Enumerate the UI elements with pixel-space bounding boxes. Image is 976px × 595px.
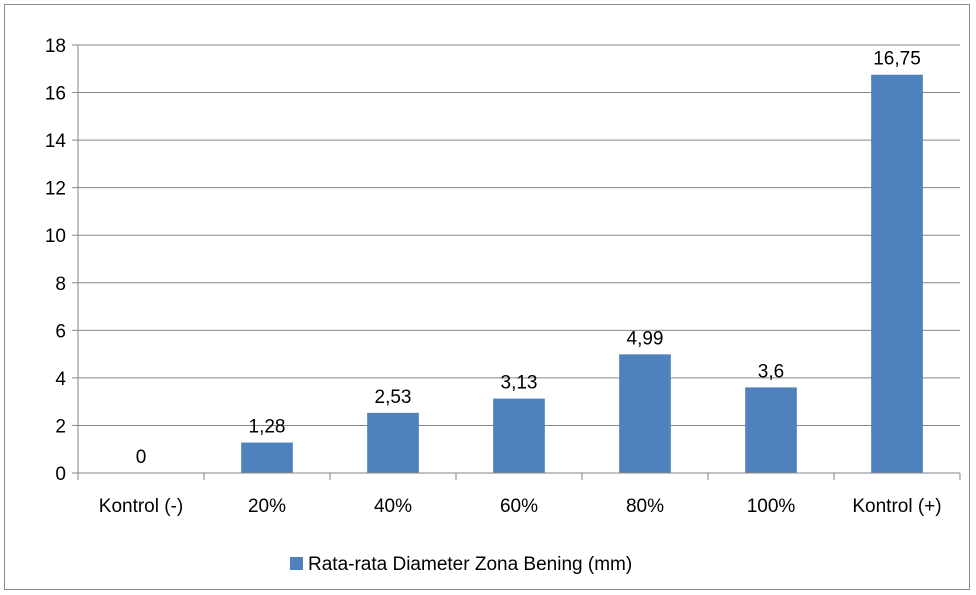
data-label: 3,13 xyxy=(501,373,538,394)
axes xyxy=(77,45,961,480)
data-label: 16,75 xyxy=(873,49,921,70)
bar xyxy=(367,412,419,473)
x-tick-label: 20% xyxy=(248,496,286,517)
chart-frame xyxy=(4,4,970,590)
y-tick-label: 12 xyxy=(45,179,66,200)
y-tick-labels: 0 2 4 6 8 10 12 14 16 18 xyxy=(45,36,67,485)
data-label: 4,99 xyxy=(627,328,664,349)
x-tick-label: 40% xyxy=(374,496,412,517)
bars xyxy=(241,74,923,473)
y-tick-label: 8 xyxy=(55,274,66,295)
x-tick-label: Kontrol (+) xyxy=(852,496,941,517)
gridlines xyxy=(72,44,960,474)
data-labels: 0 1,28 2,53 3,13 4,99 3,6 16,75 xyxy=(136,49,921,468)
bar xyxy=(241,442,293,473)
bar xyxy=(871,74,923,473)
bar xyxy=(619,354,671,473)
y-tick-label: 14 xyxy=(45,131,67,152)
y-tick-label: 2 xyxy=(55,416,66,437)
x-tick-labels: Kontrol (-) 20% 40% 60% 80% 100% Kontrol (+) xyxy=(99,496,942,517)
y-tick-label: 0 xyxy=(55,464,66,485)
x-tick-label: Kontrol (-) xyxy=(99,496,183,517)
legend-swatch xyxy=(290,557,303,570)
y-tick-label: 16 xyxy=(45,84,66,105)
x-tick-label: 80% xyxy=(626,496,664,517)
bar xyxy=(745,387,797,473)
bar xyxy=(493,398,545,473)
legend: Rata-rata Diameter Zona Bening (mm) xyxy=(290,554,632,575)
x-tick-label: 100% xyxy=(747,496,796,517)
y-tick-label: 18 xyxy=(45,36,66,57)
x-tick-label: 60% xyxy=(500,496,538,517)
data-label: 3,6 xyxy=(758,361,784,382)
y-tick-label: 6 xyxy=(55,321,66,342)
data-label: 2,53 xyxy=(375,387,412,408)
y-tick-label: 4 xyxy=(55,369,66,390)
legend-label: Rata-rata Diameter Zona Bening (mm) xyxy=(308,554,632,575)
data-label: 0 xyxy=(136,447,147,468)
y-tick-label: 10 xyxy=(45,226,66,247)
data-label: 1,28 xyxy=(249,417,286,438)
